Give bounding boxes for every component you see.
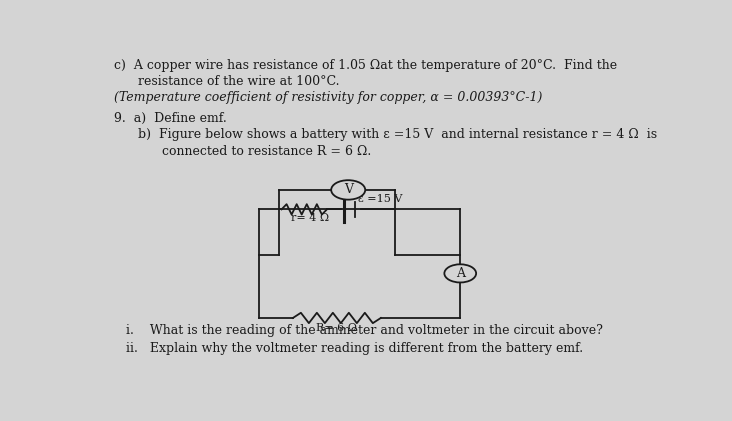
Text: A: A: [456, 267, 465, 280]
Text: r= 4 Ω: r= 4 Ω: [291, 213, 329, 223]
Text: (Temperature coefficient of resistivity for copper, α = 0.00393°C-1): (Temperature coefficient of resistivity …: [114, 91, 542, 104]
Text: ε =15 V: ε =15 V: [358, 194, 403, 203]
Circle shape: [331, 180, 365, 200]
Text: resistance of the wire at 100°C.: resistance of the wire at 100°C.: [114, 75, 340, 88]
Text: ii.   Explain why the voltmeter reading is different from the battery emf.: ii. Explain why the voltmeter reading is…: [114, 342, 583, 355]
Text: 9.  a)  Define emf.: 9. a) Define emf.: [114, 112, 227, 125]
Text: V: V: [344, 184, 353, 197]
Text: R= 6 Ω: R= 6 Ω: [316, 323, 357, 333]
Text: c)  A copper wire has resistance of 1.05 Ωat the temperature of 20°C.  Find the: c) A copper wire has resistance of 1.05 …: [114, 59, 617, 72]
Text: i.    What is the reading of the ammeter and voltmeter in the circuit above?: i. What is the reading of the ammeter an…: [114, 325, 603, 338]
Text: connected to resistance R = 6 Ω.: connected to resistance R = 6 Ω.: [114, 144, 371, 157]
Text: b)  Figure below shows a battery with ε =15 V  and internal resistance r = 4 Ω  : b) Figure below shows a battery with ε =…: [114, 128, 657, 141]
Circle shape: [444, 264, 476, 282]
